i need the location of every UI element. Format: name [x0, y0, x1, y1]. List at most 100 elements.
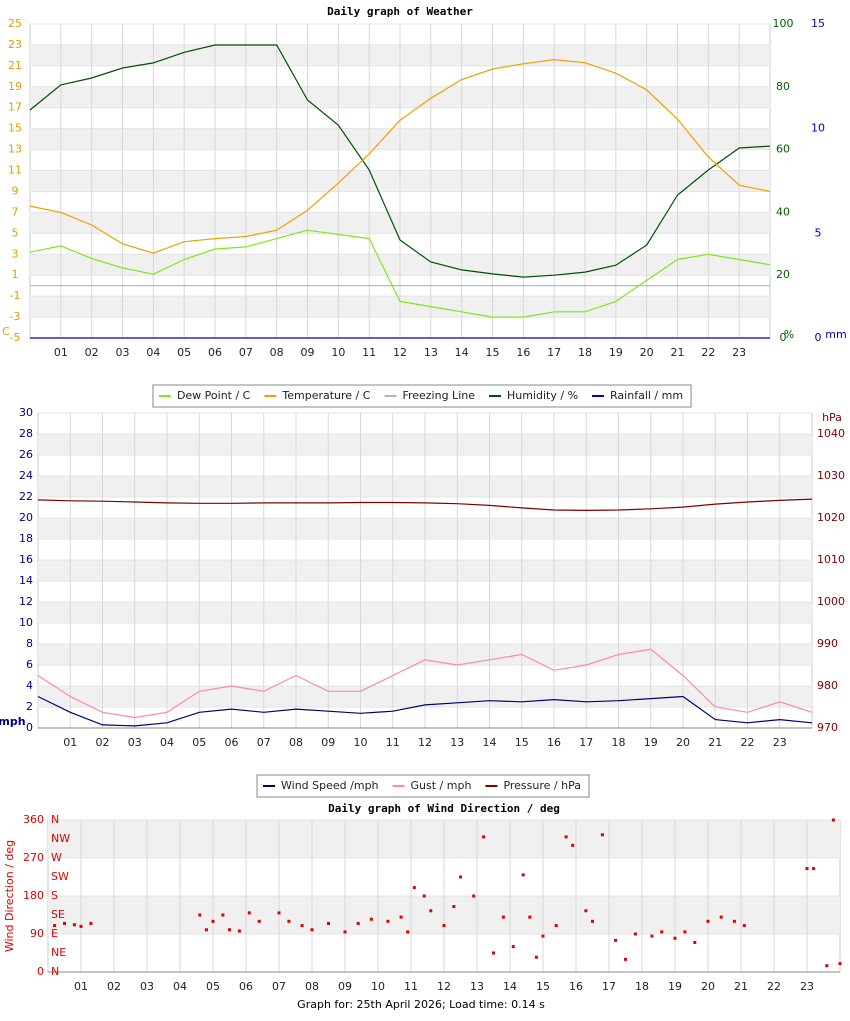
series-line [29, 44, 771, 278]
x-tick-label: 01 [63, 736, 77, 749]
x-tick-label: 21 [708, 736, 722, 749]
x-tick-label: 05 [192, 736, 206, 749]
x-tick-label: 02 [85, 346, 99, 359]
point [805, 867, 809, 871]
x-tick-label: 03 [128, 736, 142, 749]
legend-label: Pressure / hPa [503, 779, 581, 792]
y-tick-label: 12 [19, 595, 33, 608]
x-tick-label: 15 [486, 346, 500, 359]
point [429, 909, 433, 913]
y-tick-label: 0 [37, 965, 44, 978]
legend-label: Rainfall / mm [610, 389, 683, 402]
series-line [37, 648, 813, 719]
point [693, 940, 697, 944]
y2-tick-label: 1040 [817, 427, 845, 440]
series-line [29, 229, 771, 318]
y2-tick-label: 0 [780, 331, 787, 344]
x-tick-label: 21 [734, 980, 748, 993]
y2-tick-label: 1030 [817, 469, 845, 482]
x-tick-label: 14 [455, 346, 469, 359]
y-tick-label: 0 [26, 721, 33, 734]
chart-title: Daily graph of Weather [327, 5, 473, 18]
x-tick-label: 11 [386, 736, 400, 749]
point [459, 875, 462, 879]
x-tick-label: 22 [701, 346, 715, 359]
x-tick-label: 21 [671, 346, 685, 359]
legend-label: Gust / mph [411, 779, 472, 792]
chart: Daily graph of Weather-5-3-1135791113151… [2, 5, 847, 408]
x-tick-label: 06 [239, 980, 253, 993]
y-tick-label: -3 [10, 310, 21, 323]
point [422, 894, 426, 898]
y2-tick-label: S [51, 889, 58, 902]
x-tick-label: 06 [208, 346, 222, 359]
x-tick-label: 08 [289, 736, 303, 749]
y-axis-label: mph [0, 715, 26, 728]
y2-axis-label: % [784, 328, 794, 341]
x-tick-label: 13 [470, 980, 484, 993]
point [452, 905, 456, 909]
y2-tick-label: SW [51, 870, 69, 883]
x-tick-label: 18 [578, 346, 592, 359]
point [53, 924, 57, 928]
y3-tick-label: 10 [811, 122, 825, 135]
y2-tick-label: 990 [817, 637, 838, 650]
x-tick-label: 01 [74, 980, 88, 993]
x-tick-label: 15 [536, 980, 550, 993]
x-tick-label: 08 [270, 346, 284, 359]
point [72, 923, 76, 927]
y-tick-label: 25 [8, 17, 22, 30]
legend-label: Wind Speed /mph [281, 779, 379, 792]
point [63, 921, 66, 925]
y-tick-label: 6 [26, 658, 33, 671]
x-tick-label: 11 [404, 980, 418, 993]
point [369, 917, 373, 921]
x-tick-label: 03 [116, 346, 130, 359]
y-tick-label: 180 [23, 889, 44, 902]
y-tick-label: 21 [8, 59, 22, 72]
y2-tick-label: SE [51, 908, 65, 921]
point [501, 915, 505, 919]
y3-tick-label: 5 [815, 226, 822, 239]
y3-tick-label: 0 [815, 331, 822, 344]
x-tick-label: 19 [609, 346, 623, 359]
point [472, 894, 476, 898]
y2-tick-label: 40 [776, 205, 790, 218]
y-tick-label: 19 [8, 80, 22, 93]
point [571, 843, 575, 847]
point [600, 833, 604, 837]
y2-tick-label: NW [51, 832, 70, 845]
x-tick-label: 13 [450, 736, 464, 749]
x-tick-label: 05 [177, 346, 191, 359]
legend: Dew Point / C Temperature / C Freezing Lin… [152, 384, 692, 408]
x-tick-label: 17 [602, 980, 616, 993]
x-tick-label: 02 [96, 736, 110, 749]
point [584, 909, 588, 913]
point [300, 924, 304, 928]
series-line [37, 695, 813, 727]
point [719, 915, 723, 919]
point [732, 919, 736, 923]
x-tick-label: 07 [239, 346, 253, 359]
x-tick-label: 09 [321, 736, 335, 749]
point [482, 835, 486, 839]
point [554, 924, 558, 928]
chart: Daily graph of Wind Direction / deg09018… [3, 802, 842, 993]
x-tick-label: 23 [800, 980, 814, 993]
x-tick-label: 08 [305, 980, 319, 993]
y2-tick-label: N [51, 965, 59, 978]
x-tick-label: 12 [393, 346, 407, 359]
x-tick-label: 16 [547, 736, 561, 749]
x-tick-label: 23 [773, 736, 787, 749]
y-tick-label: 16 [19, 553, 33, 566]
y-tick-label: 11 [8, 164, 22, 177]
y2-tick-label: 60 [776, 143, 790, 156]
x-tick-label: 12 [437, 980, 451, 993]
point [327, 921, 330, 925]
point [247, 911, 251, 915]
y-tick-label: 18 [19, 532, 33, 545]
point [706, 919, 710, 923]
y-tick-label: 22 [19, 490, 33, 503]
y-tick-label: 17 [8, 101, 22, 114]
